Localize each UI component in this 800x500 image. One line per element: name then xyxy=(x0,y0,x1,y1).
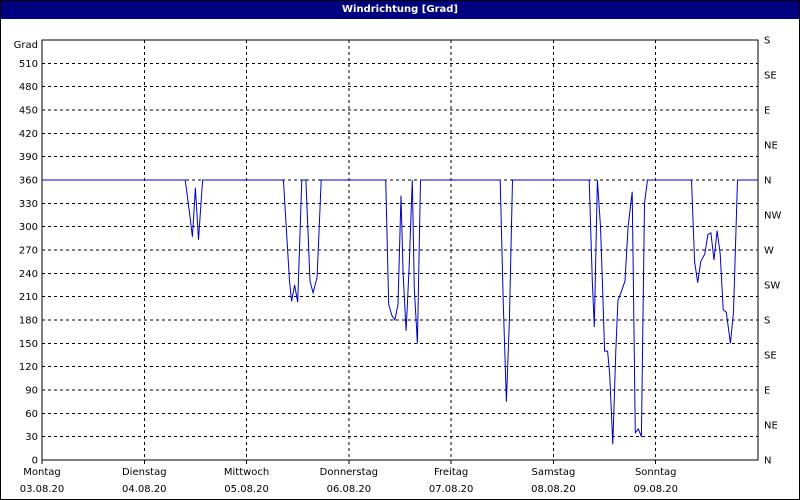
y-tick-label: 120 xyxy=(19,362,38,373)
compass-label: E xyxy=(764,106,770,117)
y-tick-label: 90 xyxy=(25,386,38,397)
y-tick-label: 330 xyxy=(19,199,38,210)
y-tick-label: 0 xyxy=(32,456,38,467)
y-tick-label: 450 xyxy=(19,106,38,117)
y-tick-label: 270 xyxy=(19,246,38,257)
x-tick-day: Sonntag xyxy=(635,467,677,478)
x-tick-date: 08.08.20 xyxy=(531,484,576,495)
compass-label: N xyxy=(764,456,771,467)
y-tick-label: 210 xyxy=(19,292,38,303)
y-tick-label: 510 xyxy=(19,59,38,70)
x-tick-date: 06.08.20 xyxy=(327,484,372,495)
x-tick-day: Samstag xyxy=(532,467,576,478)
compass-label: S xyxy=(764,316,770,327)
compass-label: W xyxy=(764,246,774,257)
compass-label: NE xyxy=(764,421,778,432)
y-tick-label: 150 xyxy=(19,339,38,350)
compass-label: N xyxy=(764,176,771,187)
compass-label: SE xyxy=(764,351,777,362)
x-tick-day: Montag xyxy=(23,467,60,478)
x-tick-day: Dienstag xyxy=(122,467,167,478)
x-tick-date: 07.08.20 xyxy=(429,484,474,495)
y-tick-label: 420 xyxy=(19,129,38,140)
y-tick-label: 180 xyxy=(19,316,38,327)
compass-label: E xyxy=(764,386,770,397)
x-tick-date: 09.08.20 xyxy=(633,484,678,495)
y-tick-label: 480 xyxy=(19,82,38,93)
y-axis-label: Grad xyxy=(14,40,38,51)
y-tick-label: 240 xyxy=(19,269,38,280)
x-tick-day: Mittwoch xyxy=(224,467,269,478)
compass-label: SE xyxy=(764,71,777,82)
y-tick-label: 390 xyxy=(19,152,38,163)
compass-label: SW xyxy=(764,281,780,292)
series-line xyxy=(42,179,758,445)
y-tick-label: 300 xyxy=(19,222,38,233)
x-tick-date: 05.08.20 xyxy=(224,484,269,495)
y-tick-label: 360 xyxy=(19,176,38,187)
y-tick-label: 60 xyxy=(25,409,38,420)
compass-label: NE xyxy=(764,141,778,152)
window-title: Windrichtung [Grad] xyxy=(1,1,799,19)
x-tick-day: Donnerstag xyxy=(320,467,378,478)
x-tick-day: Freitag xyxy=(434,467,468,478)
compass-label: NW xyxy=(764,211,781,222)
x-tick-date: 04.08.20 xyxy=(122,484,167,495)
plot-border xyxy=(41,39,759,461)
compass-label: S xyxy=(764,36,770,47)
y-tick-label: 30 xyxy=(25,432,38,443)
x-tick-date: 03.08.20 xyxy=(20,484,65,495)
